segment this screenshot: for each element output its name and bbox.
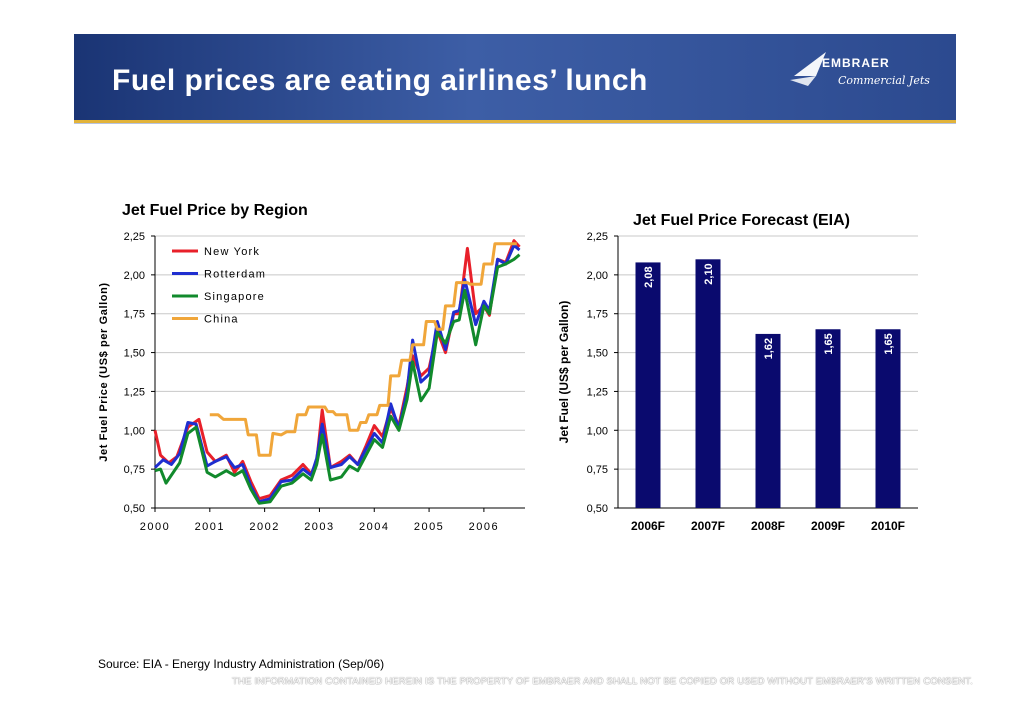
bar-value-label: 2,10 — [703, 263, 715, 284]
chart1-x-tick-label: 2003 — [304, 521, 334, 533]
chart1-x-tick-label: 2005 — [414, 521, 444, 533]
bar-value-label: 2,08 — [643, 266, 655, 287]
chart2-x-tick-label: 2007F — [691, 519, 725, 533]
chart2-y-tick-label: 0,50 — [587, 503, 608, 515]
chart2-y-axis-label: Jet Fuel (US$ per Gallon) — [557, 301, 571, 444]
source-note: Source: EIA - Energy Industry Administra… — [98, 657, 385, 671]
chart2-x-tick-label: 2006F — [631, 519, 665, 533]
series-line-singapore — [154, 253, 521, 505]
bar-2007f — [695, 259, 721, 508]
chart1-y-tick-label: 1,25 — [124, 386, 145, 398]
banner-accent-stripe — [74, 120, 956, 123]
chart2-title: Jet Fuel Price Forecast (EIA) — [633, 212, 850, 229]
chart2-y-tick-label: 2,25 — [587, 231, 608, 243]
chart1-y-tick-label: 0,50 — [124, 503, 145, 515]
chart1-title: Jet Fuel Price by Region — [122, 202, 308, 219]
chart1-x-tick-label: 2004 — [359, 521, 389, 533]
series-line-new-york — [153, 239, 521, 501]
chart1-x-tick-label: 2002 — [249, 521, 279, 533]
legend-label-china: China — [204, 314, 239, 326]
bar-value-label: 1,65 — [883, 333, 895, 354]
legend-label-singapore: Singapore — [204, 291, 265, 303]
chart2-y-tick-label: 1,75 — [587, 309, 608, 321]
banner-thin-line — [74, 123, 956, 124]
bar-2009f — [815, 329, 841, 508]
bar-2008f — [755, 333, 781, 508]
series-line-rotterdam — [153, 243, 521, 504]
embraer-logo-icon — [790, 52, 826, 86]
disclaimer: THE INFORMATION CONTAINED HEREIN IS THE … — [232, 676, 973, 687]
slide-title: Fuel prices are eating airlines’ lunch — [112, 64, 648, 97]
chart2-y-tick-label: 1,50 — [587, 348, 608, 360]
chart1-y-tick-label: 2,25 — [124, 231, 145, 243]
chart2-y-tick-label: 1,25 — [587, 386, 608, 398]
bar-value-label: 1,65 — [823, 333, 835, 354]
logo-subtitle: Commercial Jets — [838, 74, 930, 87]
bar-2006f — [635, 262, 661, 508]
logo-wordmark: EMBRAER — [822, 56, 890, 70]
bar-2010f — [875, 329, 901, 508]
chart2-y-tick-label: 2,00 — [587, 270, 608, 282]
chart1-y-tick-label: 1,50 — [124, 348, 145, 360]
chart2-x-tick-label: 2010F — [871, 519, 905, 533]
legend-label-rotterdam: Rotterdam — [204, 269, 266, 281]
title-banner — [74, 34, 956, 120]
bar-value-label: 1,62 — [763, 338, 775, 359]
chart1-x-tick-label: 2006 — [469, 521, 499, 533]
chart1-y-tick-label: 2,00 — [124, 270, 145, 282]
series-line-china — [209, 242, 517, 457]
chart1-x-tick-label: 2001 — [195, 521, 225, 533]
chart2-y-tick-label: 0,75 — [587, 464, 608, 476]
chart2-x-tick-label: 2009F — [811, 519, 845, 533]
chart2-y-tick-label: 1,00 — [587, 425, 608, 437]
chart1-y-axis-label: Jet Fuel Price (US$ per Gallon) — [98, 282, 110, 461]
chart1-y-tick-label: 1,00 — [124, 425, 145, 437]
legend-label-new-york: New York — [204, 246, 260, 258]
chart1-x-tick-label: 2000 — [140, 521, 170, 533]
chart1-y-tick-label: 1,75 — [124, 309, 145, 321]
chart1-y-tick-label: 0,75 — [124, 464, 145, 476]
chart2-x-tick-label: 2008F — [751, 519, 785, 533]
